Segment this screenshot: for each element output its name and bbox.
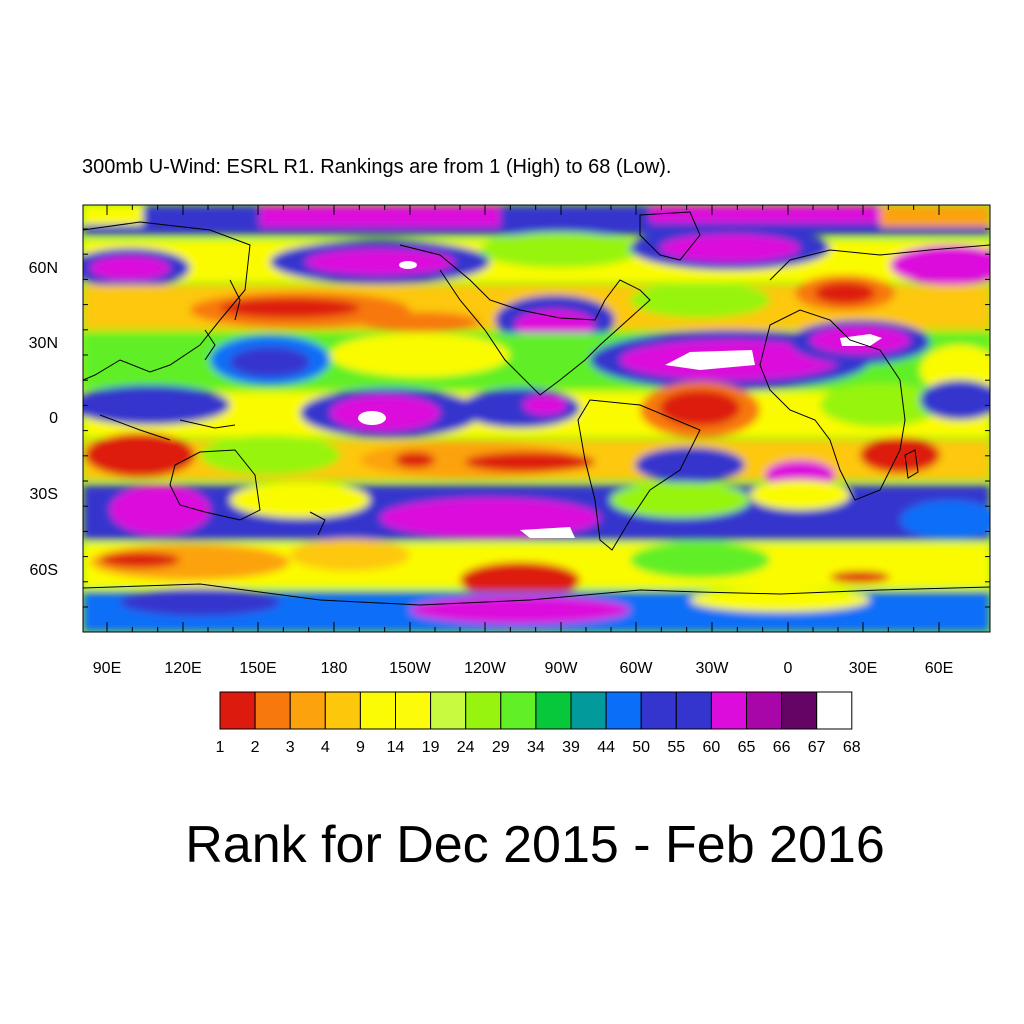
colorbar-label: 67 xyxy=(807,739,826,756)
lon-label-30w: 30W xyxy=(695,660,729,677)
lon-label-0: 0 xyxy=(783,660,793,677)
colorbar-label: 3 xyxy=(285,739,295,756)
colorbar-label: 2 xyxy=(250,739,260,756)
colorbar-label: 14 xyxy=(386,739,405,756)
colorbar-label: 1 xyxy=(215,739,225,756)
lon-label-90w: 90W xyxy=(544,660,578,677)
colorbar-label: 9 xyxy=(355,739,365,756)
colorbar-label: 4 xyxy=(320,739,330,756)
lat-label-30n: 30N xyxy=(28,335,58,352)
map-subtitle: 300mb U-Wind: ESRL R1. Rankings are from… xyxy=(82,156,672,178)
colorbar-box-5 xyxy=(359,691,396,730)
colorbar-label: 29 xyxy=(491,739,510,756)
lon-label-150w: 150W xyxy=(389,660,431,677)
colorbar-box-18 xyxy=(816,691,853,730)
colorbar-label: 39 xyxy=(562,739,580,756)
colorbar-label: 55 xyxy=(667,739,686,756)
lat-label-60n: 60N xyxy=(28,260,58,277)
colorbar-box-12 xyxy=(605,691,642,730)
colorbar-box-4 xyxy=(324,691,361,730)
colorbar-box-16 xyxy=(746,691,783,730)
colorbar-label: 34 xyxy=(526,739,545,756)
colorbar-box-11 xyxy=(570,691,607,730)
lon-label-150e: 150E xyxy=(239,660,277,677)
colorbar-box-15 xyxy=(710,691,748,730)
colorbar-label: 44 xyxy=(597,739,615,756)
rank-field xyxy=(83,205,990,632)
lat-label-30s: 30S xyxy=(29,486,58,503)
low-rank-patches xyxy=(358,261,882,538)
main-title: Rank for Dec 2015 - Feb 2016 xyxy=(185,816,885,874)
colorbar-box-13 xyxy=(640,691,677,730)
colorbar-label: 65 xyxy=(737,739,756,756)
colorbar-box-3 xyxy=(289,691,326,730)
plot-frame xyxy=(82,204,991,633)
colorbar-box-14 xyxy=(675,691,712,730)
lat-label-60s: 60S xyxy=(29,562,58,579)
colorbar xyxy=(219,691,853,730)
lon-label-60e: 60E xyxy=(924,660,954,677)
colorbar-label: 66 xyxy=(772,739,791,756)
lon-label-120e: 120E xyxy=(164,660,202,677)
colorbar-box-8 xyxy=(465,691,502,730)
colorbar-box-7 xyxy=(430,691,467,730)
colorbar-box-17 xyxy=(781,691,818,730)
colorbar-label: 60 xyxy=(702,739,721,756)
colorbar-label: 19 xyxy=(421,739,440,756)
colorbar-box-9 xyxy=(500,691,537,730)
lon-label-30e: 30E xyxy=(848,660,878,677)
colorbar-box-2 xyxy=(254,691,291,730)
lon-label-180: 180 xyxy=(320,660,348,677)
colorbar-label: 50 xyxy=(632,739,651,756)
colorbar-box-1 xyxy=(219,691,256,730)
colorbar-box-6 xyxy=(395,691,432,730)
coastlines xyxy=(83,211,990,606)
lon-label-90e: 90E xyxy=(92,660,122,677)
lat-label-0: 0 xyxy=(49,410,58,427)
colorbar-box-10 xyxy=(535,691,572,730)
colorbar-label: 24 xyxy=(456,739,475,756)
colorbar-label: 68 xyxy=(842,739,861,756)
lon-label-120w: 120W xyxy=(464,660,506,677)
lon-label-60w: 60W xyxy=(619,660,653,677)
